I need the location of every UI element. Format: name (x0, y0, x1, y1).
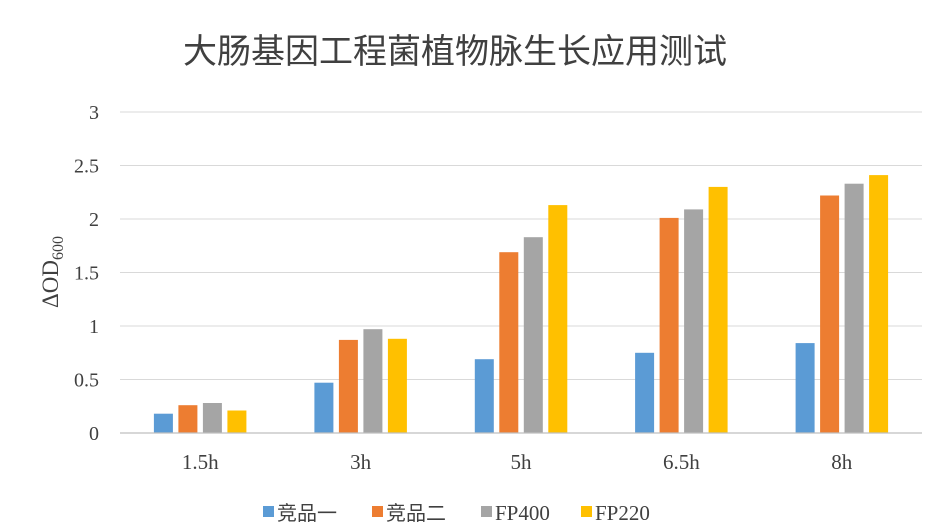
bar-FP220-3h (387, 338, 407, 433)
bar-FP400-8h (844, 183, 864, 433)
y-tick-label: 0 (89, 423, 99, 445)
chart-title: 大肠基因工程菌植物脉生长应用测试 (183, 32, 727, 72)
y-tick-label: 3 (89, 102, 99, 124)
bar-竞品一-8h (795, 343, 815, 433)
gridlines (120, 111, 922, 380)
x-category-label: 3h (350, 450, 372, 474)
x-axis-categories: 1.5h 3h 5h 6.5h 8h (182, 450, 853, 474)
y-axis-label-subscript: 600 (50, 236, 67, 260)
bar-FP400-3h (363, 329, 383, 433)
bar-竞品二-1.5h (178, 405, 198, 433)
legend-label: FP220 (595, 501, 650, 525)
y-tick-label: 1.5 (74, 263, 99, 285)
bar-FP220-5h (548, 205, 568, 433)
bar-FP220-8h (869, 175, 889, 433)
bar-竞品一-3h (314, 382, 334, 433)
y-tick-label: 2 (89, 209, 99, 231)
legend-label: 竞品二 (386, 501, 446, 525)
legend-label: FP400 (495, 501, 550, 525)
y-tick-label: 0.5 (74, 370, 99, 392)
x-category-label: 1.5h (182, 450, 219, 474)
bar-竞品二-5h (499, 252, 519, 433)
bars (153, 175, 889, 434)
bar-FP400-6.5h (684, 209, 704, 433)
x-category-label: 6.5h (663, 450, 700, 474)
bar-FP220-1.5h (227, 410, 247, 433)
y-axis-label: ΔOD600 (38, 236, 67, 308)
bar-竞品一-5h (474, 359, 494, 433)
legend-swatch (581, 506, 592, 517)
x-category-label: 8h (831, 450, 853, 474)
legend-swatch (372, 506, 383, 517)
bar-竞品一-1.5h (153, 413, 173, 433)
bar-竞品二-3h (338, 339, 358, 433)
y-axis-label-main: ΔOD (38, 260, 63, 308)
bar-FP400-1.5h (202, 403, 222, 433)
legend-swatch (481, 506, 492, 517)
y-tick-label: 2.5 (74, 156, 99, 178)
bar-竞品二-6.5h (659, 217, 679, 433)
bar-竞品一-6.5h (635, 352, 655, 434)
bar-竞品二-8h (820, 195, 840, 433)
legend-swatch (263, 506, 274, 517)
legend: 竞品一 竞品二 FP400 FP220 (263, 501, 650, 525)
bar-FP220-6.5h (708, 186, 728, 433)
legend-label: 竞品一 (277, 501, 337, 525)
y-axis-ticks: 0 0.5 1 1.5 2 2.5 3 (74, 102, 99, 445)
y-tick-label: 1 (89, 316, 99, 338)
bar-FP400-5h (523, 237, 543, 433)
x-category-label: 5h (511, 450, 533, 474)
